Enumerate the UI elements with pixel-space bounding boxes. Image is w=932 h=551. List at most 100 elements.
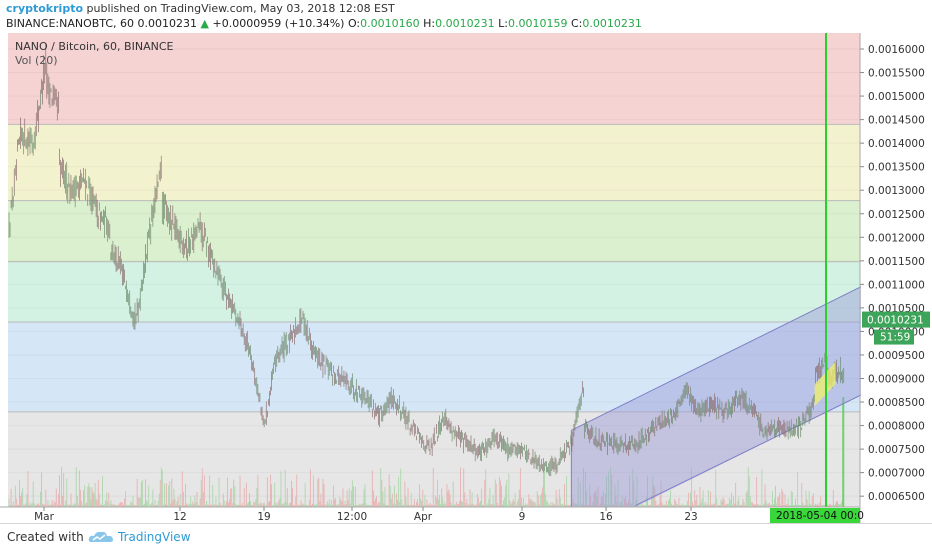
- volume-bar: [776, 503, 778, 507]
- volume-bar: [720, 499, 722, 507]
- time-axis[interactable]: Mar 12 19 12:00 Apr 9 16 23 2018-05-04 00:0: [0, 507, 864, 523]
- channel-upper-line[interactable]: [571, 283, 867, 431]
- volume-bar: [264, 504, 266, 507]
- volume-bar: [545, 494, 547, 507]
- volume-bar: [493, 504, 495, 507]
- volume-bar: [145, 479, 146, 507]
- volume-bar: [136, 478, 138, 507]
- volume-bar: [279, 497, 281, 507]
- volume-bar: [90, 499, 92, 507]
- volume-bar: [481, 488, 482, 507]
- volume-bar: [110, 500, 112, 507]
- volume-bar: [608, 471, 610, 507]
- volume-bar: [829, 503, 831, 507]
- volume-bar: [36, 503, 38, 507]
- volume-bar: [810, 504, 812, 507]
- volume-bar: [820, 496, 822, 507]
- volume-bar: [445, 504, 447, 507]
- volume-bar: [437, 479, 438, 507]
- volume-bar: [141, 480, 143, 507]
- volume-bar: [699, 486, 701, 507]
- volume-bar: [96, 500, 98, 507]
- volume-bar: [486, 504, 488, 507]
- price-axis[interactable]: 0.0016000 0.0015500 0.0015000 0.0014500 0.00…: [860, 33, 932, 523]
- volume-bar: [409, 504, 411, 507]
- volume-bar: [763, 503, 765, 507]
- volume-bar: [161, 470, 163, 507]
- volume-bar: [329, 504, 331, 507]
- volume-bar: [764, 484, 766, 507]
- volume-bar: [645, 496, 647, 507]
- volume-bar: [314, 504, 316, 507]
- volume-bar: [189, 504, 191, 507]
- footer: Created with TradingView: [0, 523, 932, 551]
- volume-bar: [144, 503, 145, 507]
- volume-bar: [817, 503, 818, 507]
- volume-bar: [431, 504, 433, 507]
- volume-bar: [471, 492, 473, 507]
- volume-bar: [309, 469, 311, 507]
- channel-lower-line[interactable]: [635, 392, 867, 507]
- volume-bar: [424, 494, 426, 507]
- volume-bar: [550, 502, 552, 507]
- volume-bar: [240, 504, 242, 507]
- time-tick-label: 9: [519, 511, 526, 523]
- volume-bar: [610, 467, 612, 507]
- volume-bar: [149, 504, 151, 507]
- volume-bar: [318, 477, 320, 507]
- volume-bar: [656, 504, 658, 507]
- volume-bar: [8, 498, 10, 507]
- price-tick-label: 0.0011500: [868, 256, 925, 268]
- volume-bar: [66, 478, 68, 507]
- volume-bar: [689, 504, 690, 507]
- volume-bar: [301, 504, 303, 507]
- chart-title: NANO / Bitcoin, 60, BINANCE: [15, 40, 173, 53]
- volume-bar: [770, 504, 772, 507]
- price-channel[interactable]: [570, 283, 867, 507]
- volume-bar: [490, 504, 492, 507]
- volume-bar: [390, 498, 392, 507]
- volume-bar: [348, 488, 350, 507]
- volume-bar: [662, 504, 664, 507]
- volume-bar: [105, 500, 107, 507]
- volume-bar: [734, 503, 736, 507]
- volume-bar: [350, 490, 352, 507]
- volume-bar: [753, 504, 754, 507]
- volume-bar: [446, 484, 448, 507]
- volume-bar: [615, 495, 617, 507]
- volume-bar: [430, 504, 432, 507]
- volume-bar: [61, 467, 62, 507]
- volume-bar: [755, 504, 757, 507]
- volume-bar: [596, 496, 598, 507]
- change-value: +0.0000959 (+10.34%): [212, 17, 345, 30]
- volume-bar: [194, 495, 196, 507]
- price-tick-label: 0.0016000: [868, 44, 925, 56]
- volume-bar: [171, 478, 173, 507]
- volume-bar: [358, 504, 360, 507]
- author-link[interactable]: cryptokripto: [6, 2, 84, 15]
- volume-bar: [193, 504, 195, 507]
- volume-bar: [834, 503, 836, 507]
- volume-bar: [346, 490, 348, 507]
- volume-bar: [510, 504, 512, 507]
- volume-bar: [351, 480, 353, 507]
- volume-bar: [411, 504, 413, 507]
- volume-bar: [477, 497, 479, 507]
- volume-bar: [630, 502, 632, 507]
- volume-bar: [382, 491, 384, 507]
- volume-bar: [196, 491, 198, 507]
- volume-bar: [726, 503, 728, 507]
- volume-bar: [405, 496, 407, 507]
- volume-bar: [242, 505, 244, 507]
- volume-bar: [841, 501, 843, 507]
- volume-bar: [385, 504, 387, 507]
- volume-bar: [557, 504, 559, 507]
- volume-bar: [360, 504, 362, 507]
- fib-bands: [8, 33, 860, 507]
- tradingview-brand-link[interactable]: TradingView: [118, 530, 191, 544]
- volume-bar: [315, 504, 317, 507]
- price-chart[interactable]: 0.0016000 0.0015500 0.0015000 0.0014500 0.00…: [0, 33, 932, 523]
- volume-bar: [816, 504, 817, 507]
- volume-bar: [104, 504, 106, 507]
- volume-bar: [534, 501, 536, 507]
